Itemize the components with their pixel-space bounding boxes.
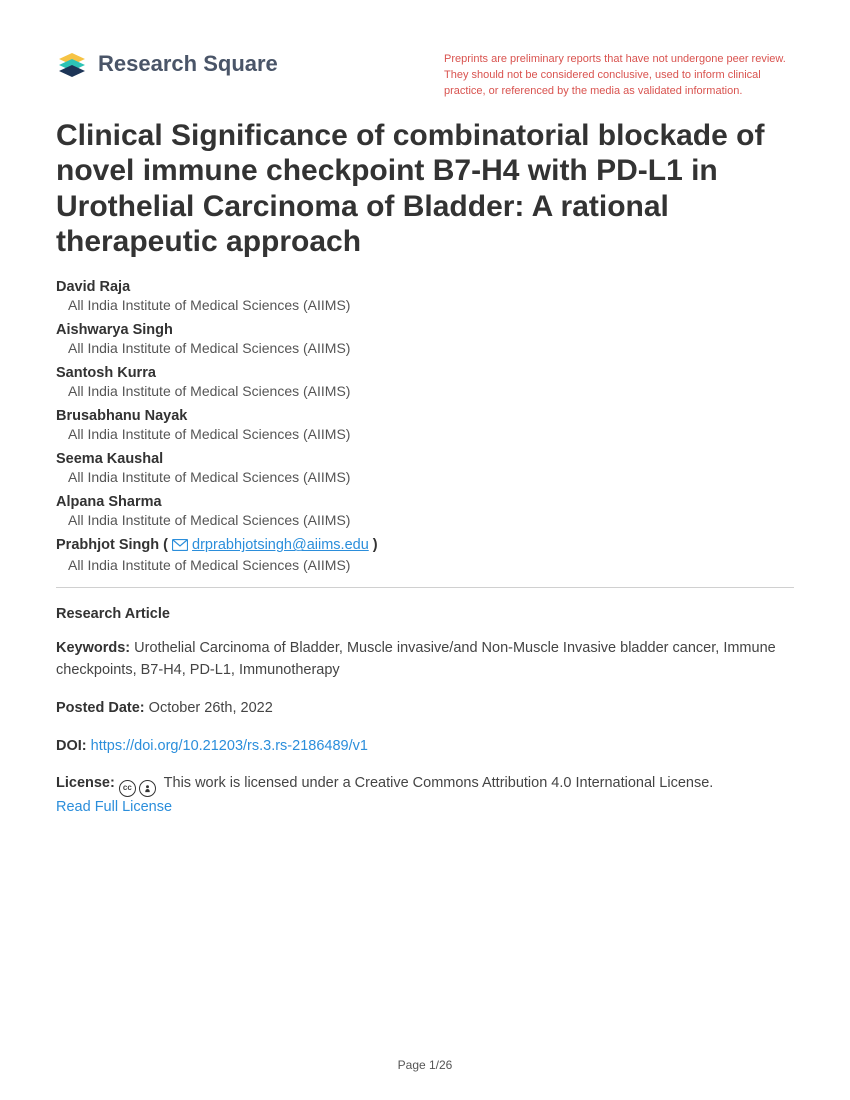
author-entry: Seema Kaushal All India Institute of Medi…: [56, 451, 794, 485]
posted-date-row: Posted Date: October 26th, 2022: [56, 698, 794, 720]
header: Research Square Preprints are preliminar…: [56, 48, 794, 100]
doi-row: DOI: https://doi.org/10.21203/rs.3.rs-21…: [56, 736, 794, 758]
paper-title: Clinical Significance of combinatorial b…: [56, 118, 794, 260]
license-row: License: cc This work is licensed under …: [56, 773, 794, 818]
author-name: Prabhjot Singh ( drprabhjotsingh@aiims.e…: [56, 537, 794, 555]
brand-name: Research Square: [98, 51, 278, 77]
corresponding-email-link[interactable]: drprabhjotsingh@aiims.edu: [192, 537, 369, 553]
author-affiliation: All India Institute of Medical Sciences …: [56, 340, 794, 356]
author-affiliation: All India Institute of Medical Sciences …: [56, 426, 794, 442]
brand-logo: Research Square: [56, 48, 278, 80]
license-label: License:: [56, 775, 115, 791]
author-name: Alpana Sharma: [56, 494, 794, 510]
keywords-value: Urothelial Carcinoma of Bladder, Muscle …: [56, 640, 776, 678]
corresponding-author-entry: Prabhjot Singh ( drprabhjotsingh@aiims.e…: [56, 537, 794, 573]
page-number: Page 1/26: [0, 1058, 850, 1072]
author-name: Seema Kaushal: [56, 451, 794, 467]
posted-date-label: Posted Date:: [56, 700, 145, 716]
author-affiliation: All India Institute of Medical Sciences …: [56, 469, 794, 485]
brand-name-part1: Research: [98, 51, 197, 76]
keywords-row: Keywords: Urothelial Carcinoma of Bladde…: [56, 638, 794, 682]
cc-icons: cc: [119, 780, 156, 797]
posted-date-value: October 26th, 2022: [149, 700, 273, 716]
doi-link[interactable]: https://doi.org/10.21203/rs.3.rs-2186489…: [91, 738, 368, 754]
author-entry: Brusabhanu Nayak All India Institute of M…: [56, 408, 794, 442]
article-type: Research Article: [56, 606, 794, 622]
author-affiliation: All India Institute of Medical Sciences …: [56, 512, 794, 528]
cc-icon: cc: [119, 780, 136, 797]
email-icon: [172, 539, 188, 555]
author-name: Aishwarya Singh: [56, 322, 794, 338]
author-entry: David Raja All India Institute of Medical…: [56, 279, 794, 313]
author-name: David Raja: [56, 279, 794, 295]
doi-label: DOI:: [56, 738, 87, 754]
author-name: Brusabhanu Nayak: [56, 408, 794, 424]
author-affiliation: All India Institute of Medical Sciences …: [56, 297, 794, 313]
author-list: David Raja All India Institute of Medical…: [56, 279, 794, 573]
author-entry: Alpana Sharma All India Institute of Medi…: [56, 494, 794, 528]
license-full-link[interactable]: Read Full License: [56, 799, 172, 815]
author-affiliation: All India Institute of Medical Sciences …: [56, 383, 794, 399]
preprint-disclaimer: Preprints are preliminary reports that h…: [444, 48, 794, 100]
cc-by-icon: [139, 780, 156, 797]
author-entry: Aishwarya Singh All India Institute of Me…: [56, 322, 794, 356]
divider: [56, 587, 794, 588]
keywords-label: Keywords:: [56, 640, 130, 656]
logo-mark-icon: [56, 48, 88, 80]
author-affiliation: All India Institute of Medical Sciences …: [56, 557, 794, 573]
brand-name-part2: Square: [203, 51, 278, 76]
author-entry: Santosh Kurra All India Institute of Medi…: [56, 365, 794, 399]
license-text: This work is licensed under a Creative C…: [164, 775, 714, 791]
author-name: Santosh Kurra: [56, 365, 794, 381]
